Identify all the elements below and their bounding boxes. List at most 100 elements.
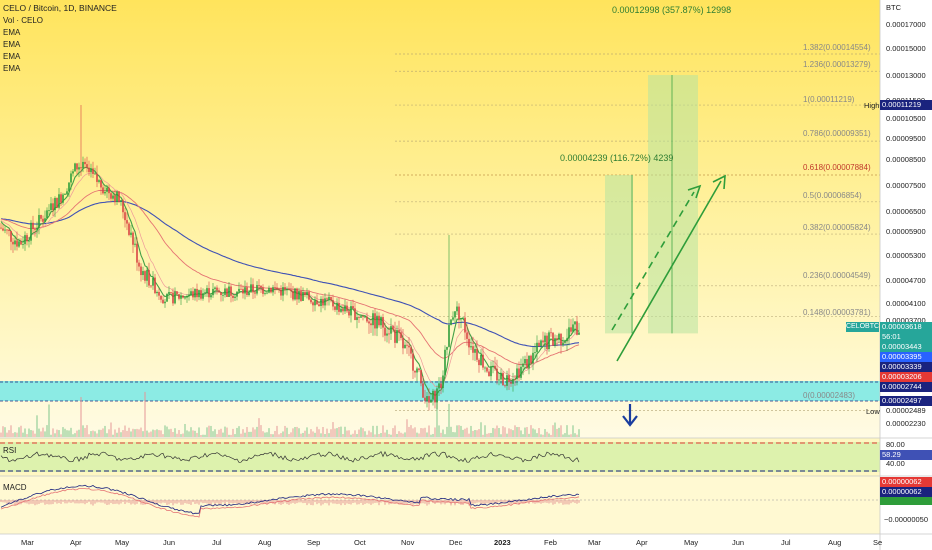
- projection-arrows: [611, 174, 726, 427]
- macd-histogram-bar: [206, 500, 208, 504]
- volume-bar: [432, 433, 434, 437]
- volume-bar: [380, 433, 382, 437]
- volume-bar: [64, 428, 66, 437]
- candle-body: [462, 317, 464, 319]
- macd-histogram-bar: [292, 500, 294, 503]
- volume-bar: [568, 434, 570, 437]
- volume-bar: [562, 434, 564, 437]
- volume-bar: [384, 432, 386, 437]
- macd-histogram-bar: [100, 500, 102, 503]
- candle-body: [310, 299, 312, 303]
- candle-body: [480, 354, 482, 366]
- volume-bar: [52, 428, 54, 437]
- ema-line-long: [0, 200, 580, 348]
- macd-histogram-bar: [248, 500, 250, 504]
- volume-bar: [246, 427, 248, 437]
- candle-body: [18, 241, 20, 247]
- volume-bar: [300, 433, 302, 437]
- volume-bar: [280, 433, 282, 437]
- volume-bar: [42, 427, 44, 437]
- macd-histogram-bar: [52, 500, 54, 505]
- candle-body: [328, 296, 330, 300]
- volume-bar: [452, 432, 454, 437]
- macd-histogram-bar: [188, 500, 190, 505]
- macd-histogram-bar: [342, 500, 344, 504]
- candle-body: [240, 288, 242, 290]
- macd-histogram-bar: [26, 500, 28, 504]
- volume-bar: [212, 431, 214, 437]
- macd-histogram-bar: [462, 500, 464, 505]
- candle-body: [576, 321, 578, 335]
- candle-body: [82, 161, 84, 169]
- volume-bar: [190, 427, 192, 437]
- candle-body: [50, 203, 52, 211]
- candle-body: [330, 296, 332, 301]
- macd-histogram-bar: [104, 500, 106, 504]
- candle-body: [84, 161, 86, 165]
- macd-histogram-bar: [346, 500, 348, 504]
- volume-bar: [558, 427, 560, 437]
- volume-bar: [502, 426, 504, 437]
- volume-bar: [524, 427, 526, 437]
- volume-bar: [362, 428, 364, 437]
- macd-histogram-bar: [410, 500, 412, 505]
- macd-histogram-bar: [6, 500, 8, 504]
- candle-body: [228, 286, 230, 297]
- macd-histogram-bar: [80, 500, 82, 504]
- candle-body: [554, 338, 556, 346]
- volume-bar: [146, 430, 148, 437]
- candle-body: [134, 243, 136, 245]
- macd-histogram-bar: [108, 500, 110, 505]
- y-tick: 0.00005900: [886, 227, 926, 236]
- macd-histogram-bar: [338, 500, 340, 504]
- volume-bar: [192, 430, 194, 437]
- volume-bar: [352, 433, 354, 437]
- x-tick: Apr: [636, 538, 648, 547]
- macd-histogram-bar: [348, 500, 350, 505]
- macd-histogram-bar: [238, 500, 240, 504]
- volume-bar: [304, 430, 306, 437]
- volume-bar: [400, 432, 402, 437]
- macd-histogram-bar: [94, 500, 96, 504]
- macd-histogram-bar: [180, 500, 182, 505]
- macd-histogram-bar: [196, 500, 198, 504]
- macd-histogram-bar: [420, 500, 422, 504]
- candle-body: [538, 342, 540, 347]
- candle-body: [26, 235, 28, 242]
- macd-histogram-bar: [132, 500, 134, 504]
- candle-body: [42, 218, 44, 222]
- top-target-label: 0.00012998 (357.87%) 12998: [612, 5, 732, 15]
- candle-body: [504, 385, 506, 387]
- price-badge-last: 0.00003618: [880, 322, 932, 332]
- high-badge: 0.00011219: [880, 100, 932, 110]
- macd-histogram-bar: [466, 500, 468, 504]
- macd-histogram-bar: [38, 500, 40, 504]
- volume-bar: [2, 426, 4, 437]
- candle-body: [394, 329, 396, 343]
- macd-histogram-bar: [24, 500, 26, 504]
- macd-histogram-bar: [186, 500, 188, 504]
- macd-histogram-bar: [30, 500, 32, 504]
- volume-bar: [144, 391, 146, 437]
- candle-body: [456, 306, 458, 312]
- volume-bar: [272, 434, 274, 437]
- candle-body: [442, 375, 444, 389]
- price-badge-ema1: 0.00003443: [880, 342, 932, 352]
- volume-bar: [110, 422, 112, 437]
- macd-histogram-bar: [560, 500, 562, 503]
- price-badge-ema3: 0.00003339: [880, 362, 932, 372]
- macd-histogram-bar: [92, 500, 94, 506]
- candle-body: [38, 214, 40, 228]
- candle-body: [316, 300, 318, 305]
- volume-bar: [314, 432, 316, 437]
- macd-histogram-bar: [36, 500, 38, 505]
- volume-bar: [312, 431, 314, 437]
- volume-bar: [532, 428, 534, 437]
- macd-histogram-bar: [58, 500, 60, 504]
- volume-bar: [112, 434, 114, 437]
- macd-histogram-bar: [72, 500, 74, 503]
- candle-body: [496, 368, 498, 381]
- candle-body: [322, 298, 324, 306]
